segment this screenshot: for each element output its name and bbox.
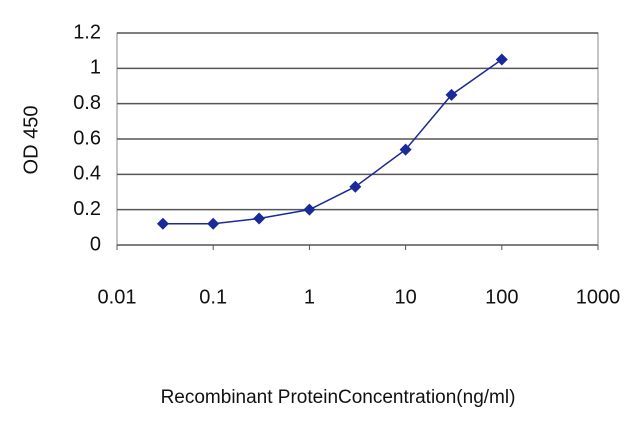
data-point: [303, 203, 316, 216]
x-tick-label: 0.01: [98, 286, 137, 308]
x-tick-label: 1000: [576, 286, 621, 308]
y-tick-label: 1: [90, 57, 101, 79]
data-point: [445, 88, 458, 101]
data-point: [207, 217, 220, 230]
y-tick-label: 0.2: [73, 198, 101, 220]
data-point: [349, 180, 362, 193]
y-tick-label: 1.2: [73, 21, 101, 43]
x-tick-label: 1: [304, 286, 315, 308]
x-axis-label: Recombinant ProteinConcentration(ng/ml): [161, 387, 516, 408]
y-axis-label: OD 450: [20, 106, 42, 175]
y-tick-label: 0.6: [73, 127, 101, 149]
x-tick-label: 100: [485, 286, 518, 308]
data-point: [399, 143, 412, 156]
y-tick-label: 0.4: [73, 163, 101, 185]
series-line: [162, 58, 503, 225]
y-tick-label: 0.8: [73, 92, 101, 114]
x-tick-label: 0.1: [199, 286, 227, 308]
data-point: [495, 53, 508, 66]
x-tick-label: 10: [394, 286, 416, 308]
data-point: [156, 217, 169, 230]
data-point: [253, 212, 266, 225]
y-tick-label: 0: [90, 233, 101, 255]
